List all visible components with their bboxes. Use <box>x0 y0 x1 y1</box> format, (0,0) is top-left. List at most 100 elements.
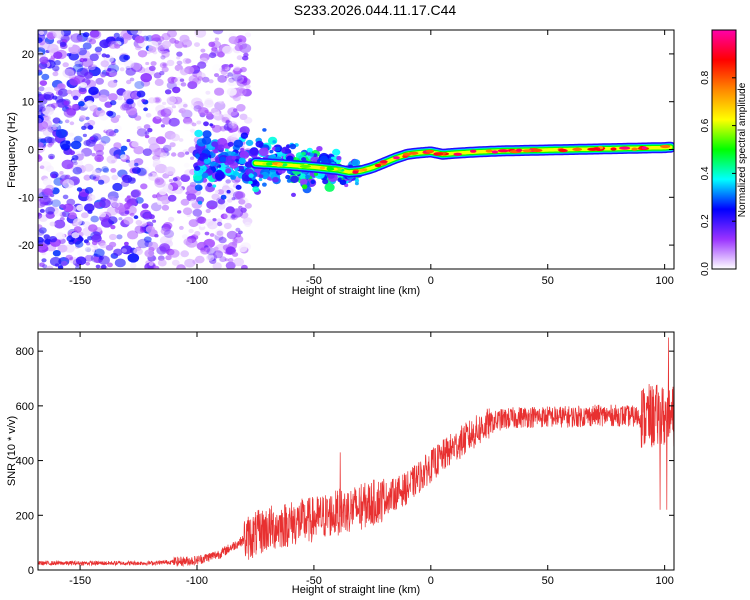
noise-blob <box>174 41 184 49</box>
ridge-peak <box>610 147 617 151</box>
noise-blob <box>223 222 232 230</box>
noise-blob <box>186 193 197 202</box>
noise-blob <box>100 135 111 144</box>
noise-blob <box>225 261 236 269</box>
noise-blob <box>144 134 150 139</box>
noise-blob <box>107 68 112 72</box>
noise-blob <box>54 60 61 66</box>
ridge-peak <box>374 163 382 168</box>
noise-blob <box>152 194 158 199</box>
ridge-peak <box>660 144 671 149</box>
turbulence-blob <box>336 155 342 161</box>
noise-blob <box>135 45 142 51</box>
noise-blob <box>194 42 200 47</box>
noise-blob <box>79 82 88 88</box>
noise-blob <box>73 135 83 143</box>
noise-blob <box>147 265 154 269</box>
noise-blob <box>87 236 93 241</box>
noise-blob <box>57 88 69 97</box>
noise-blob <box>71 155 79 161</box>
turbulence-blob <box>194 184 203 191</box>
noise-blob <box>134 162 139 167</box>
noise-blob <box>53 51 63 59</box>
noise-blob <box>57 265 64 269</box>
noise-blob <box>226 230 238 240</box>
noise-blob <box>136 90 146 98</box>
noise-blob <box>227 258 234 263</box>
turbulence-blob <box>235 184 242 190</box>
noise-blob <box>71 165 83 175</box>
noise-blob <box>222 45 233 55</box>
turbulence-blob <box>319 155 328 163</box>
noise-blob <box>99 39 111 49</box>
turbulence-blob <box>224 148 229 152</box>
noise-blob <box>71 104 78 109</box>
noise-blob <box>205 90 211 95</box>
noise-blob <box>126 98 134 105</box>
figure-title: S233.2026.044.11.17.C44 <box>293 2 457 18</box>
ridge-peak <box>515 148 523 152</box>
ridge-peak <box>453 152 463 156</box>
noise-blob <box>123 216 134 225</box>
noise-blob <box>61 159 74 170</box>
noise-blob <box>73 218 82 226</box>
noise-blob <box>142 148 153 156</box>
noise-blob <box>177 210 182 214</box>
noise-blob <box>124 241 129 246</box>
noise-blob <box>120 154 127 160</box>
noise-blob <box>148 173 153 177</box>
noise-blob <box>167 235 174 240</box>
noise-blob <box>38 30 45 35</box>
noise-blob <box>176 60 183 66</box>
snr-y-label: SNR (10 * v/v) <box>6 416 18 486</box>
noise-blob <box>228 77 235 83</box>
noise-blob <box>43 86 54 95</box>
noise-blob <box>60 260 68 267</box>
noise-blob <box>100 264 107 269</box>
noise-blob <box>133 146 144 155</box>
noise-blob <box>183 238 193 246</box>
colorbar-tick-label: 0.8 <box>700 70 711 84</box>
noise-blob <box>86 100 94 107</box>
turbulence-blob <box>225 168 232 174</box>
noise-blob <box>160 55 166 60</box>
noise-blob <box>204 109 209 114</box>
noise-blob <box>59 171 64 175</box>
noise-blob <box>152 219 157 223</box>
noise-blob <box>231 72 243 82</box>
x-tick-label: 0 <box>428 275 434 287</box>
noise-blob <box>126 79 132 85</box>
noise-blob <box>157 109 167 118</box>
noise-blob <box>81 147 93 157</box>
noise-blob <box>85 116 90 121</box>
noise-blob <box>87 125 94 130</box>
noise-blob <box>245 84 251 89</box>
noise-blob <box>205 208 211 214</box>
noise-blob <box>39 165 45 169</box>
noise-blob <box>98 255 110 265</box>
noise-blob <box>166 96 177 104</box>
noise-blob <box>39 201 47 207</box>
y-tick-label: 0 <box>28 145 34 157</box>
ridge-peak <box>319 166 326 170</box>
noise-blob <box>65 254 73 261</box>
noise-blob <box>134 225 145 234</box>
noise-blob <box>129 77 135 82</box>
noise-blob <box>44 93 51 100</box>
noise-blob <box>71 158 83 168</box>
noise-blob <box>38 155 41 160</box>
turbulence-blob <box>226 189 231 194</box>
noise-blob <box>90 215 99 223</box>
noise-blob <box>152 158 161 166</box>
noise-blob <box>164 113 170 118</box>
noise-blob <box>148 97 156 104</box>
noise-blob <box>182 207 193 215</box>
noise-blob <box>95 149 104 157</box>
noise-blob <box>163 229 175 238</box>
noise-blob <box>106 262 113 268</box>
noise-blob <box>38 66 43 73</box>
noise-blob <box>160 124 165 128</box>
noise-blob <box>91 169 101 177</box>
noise-blob <box>140 183 148 190</box>
noise-blob <box>95 264 101 269</box>
